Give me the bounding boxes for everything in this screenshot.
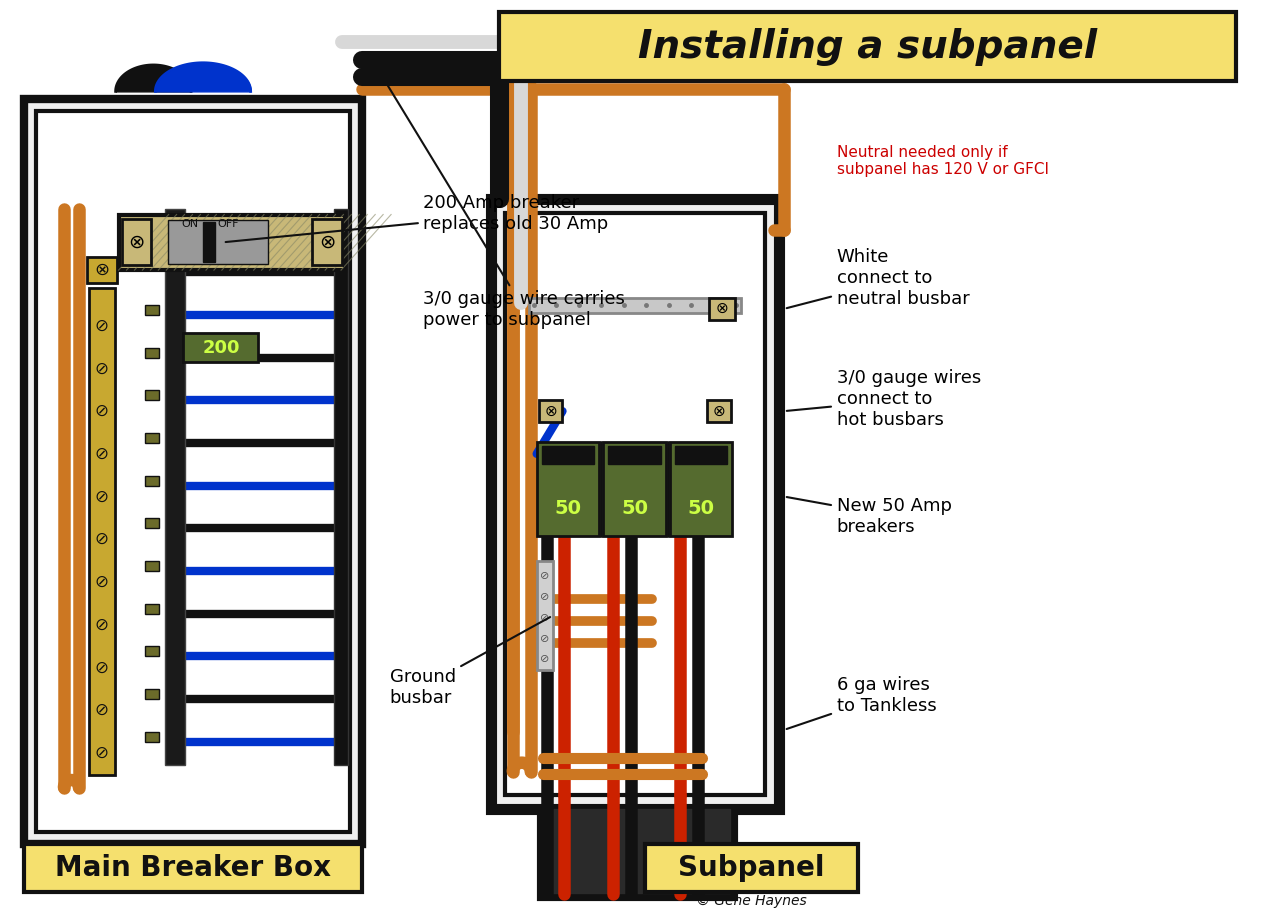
Text: ⊘: ⊘ <box>95 658 109 676</box>
FancyBboxPatch shape <box>146 305 160 315</box>
FancyBboxPatch shape <box>146 519 160 529</box>
FancyBboxPatch shape <box>312 219 342 265</box>
Text: ⊘: ⊘ <box>95 573 109 591</box>
FancyBboxPatch shape <box>498 12 1236 81</box>
FancyBboxPatch shape <box>710 298 735 319</box>
Text: ⊘: ⊘ <box>95 402 109 420</box>
Text: ⊘: ⊘ <box>95 531 109 548</box>
Text: ⊘: ⊘ <box>540 633 549 643</box>
FancyBboxPatch shape <box>536 442 600 536</box>
Text: ⊗: ⊗ <box>713 404 725 419</box>
FancyBboxPatch shape <box>529 298 742 313</box>
Text: Subpanel: Subpanel <box>678 854 825 882</box>
FancyBboxPatch shape <box>24 844 361 892</box>
FancyBboxPatch shape <box>146 433 160 443</box>
FancyBboxPatch shape <box>146 390 160 400</box>
FancyBboxPatch shape <box>609 446 661 464</box>
Text: ON: ON <box>181 219 199 229</box>
FancyBboxPatch shape <box>539 809 737 899</box>
FancyBboxPatch shape <box>89 288 114 774</box>
Text: ⊘: ⊘ <box>95 488 109 506</box>
FancyBboxPatch shape <box>670 442 733 536</box>
Text: Main Breaker Box: Main Breaker Box <box>55 854 331 882</box>
Text: ⊘: ⊘ <box>95 359 109 378</box>
Text: ⊘: ⊘ <box>95 743 109 762</box>
FancyBboxPatch shape <box>604 442 666 536</box>
FancyBboxPatch shape <box>122 219 151 265</box>
FancyBboxPatch shape <box>24 99 361 844</box>
Text: OFF: OFF <box>217 219 238 229</box>
Text: 3/0 gauge wires
connect to
hot busbars: 3/0 gauge wires connect to hot busbars <box>786 369 981 429</box>
Text: 6 ga wires
to Tankless: 6 ga wires to Tankless <box>786 676 936 729</box>
Text: 3/0 gauge wire carries
power to subpanel: 3/0 gauge wire carries power to subpanel <box>378 70 625 329</box>
FancyBboxPatch shape <box>146 604 160 613</box>
FancyBboxPatch shape <box>203 222 214 262</box>
FancyBboxPatch shape <box>119 215 345 270</box>
FancyBboxPatch shape <box>645 844 858 892</box>
FancyBboxPatch shape <box>539 400 563 422</box>
FancyBboxPatch shape <box>708 400 732 422</box>
FancyBboxPatch shape <box>146 348 160 358</box>
Text: ⊗: ⊗ <box>320 233 335 252</box>
FancyBboxPatch shape <box>541 446 595 464</box>
FancyBboxPatch shape <box>536 561 553 671</box>
Text: Neutral needed only if
subpanel has 120 V or GFCI: Neutral needed only if subpanel has 120 … <box>837 145 1049 177</box>
FancyBboxPatch shape <box>491 198 779 809</box>
Text: ⊘: ⊘ <box>95 317 109 335</box>
FancyBboxPatch shape <box>146 646 160 656</box>
Text: ⊘: ⊘ <box>95 445 109 463</box>
Text: White
connect to
neutral busbar: White connect to neutral busbar <box>786 248 969 308</box>
FancyBboxPatch shape <box>675 446 728 464</box>
FancyBboxPatch shape <box>505 213 765 795</box>
Text: ⊗: ⊗ <box>544 404 557 419</box>
FancyBboxPatch shape <box>146 689 160 699</box>
Text: ⊗: ⊗ <box>94 261 109 279</box>
Text: ⊘: ⊘ <box>95 616 109 633</box>
FancyBboxPatch shape <box>165 208 185 764</box>
Text: © Gene Haynes: © Gene Haynes <box>696 894 806 908</box>
Text: 50: 50 <box>687 499 715 518</box>
FancyBboxPatch shape <box>146 476 160 486</box>
FancyBboxPatch shape <box>183 333 257 362</box>
Text: ⊘: ⊘ <box>95 701 109 719</box>
FancyBboxPatch shape <box>169 220 268 264</box>
Text: ⊗: ⊗ <box>716 301 729 317</box>
Text: ⊘: ⊘ <box>540 592 549 602</box>
Text: 200: 200 <box>202 339 240 357</box>
Text: ⊘: ⊘ <box>540 654 549 664</box>
FancyBboxPatch shape <box>146 561 160 571</box>
Text: ⊘: ⊘ <box>540 612 549 622</box>
Text: 50: 50 <box>621 499 648 518</box>
FancyBboxPatch shape <box>333 208 347 764</box>
Text: 50: 50 <box>554 499 582 518</box>
FancyBboxPatch shape <box>86 258 117 283</box>
FancyBboxPatch shape <box>545 809 730 893</box>
FancyBboxPatch shape <box>37 111 350 833</box>
FancyBboxPatch shape <box>146 732 160 742</box>
Text: ⊘: ⊘ <box>540 571 549 581</box>
Text: Installing a subpanel: Installing a subpanel <box>638 27 1097 66</box>
Text: Ground
busbar: Ground busbar <box>389 617 550 706</box>
Text: ⊗: ⊗ <box>128 233 145 252</box>
Text: New 50 Amp
breakers: New 50 Amp breakers <box>786 497 951 536</box>
Text: 200 Amp breaker
replaces old 30 Amp: 200 Amp breaker replaces old 30 Amp <box>226 194 609 242</box>
